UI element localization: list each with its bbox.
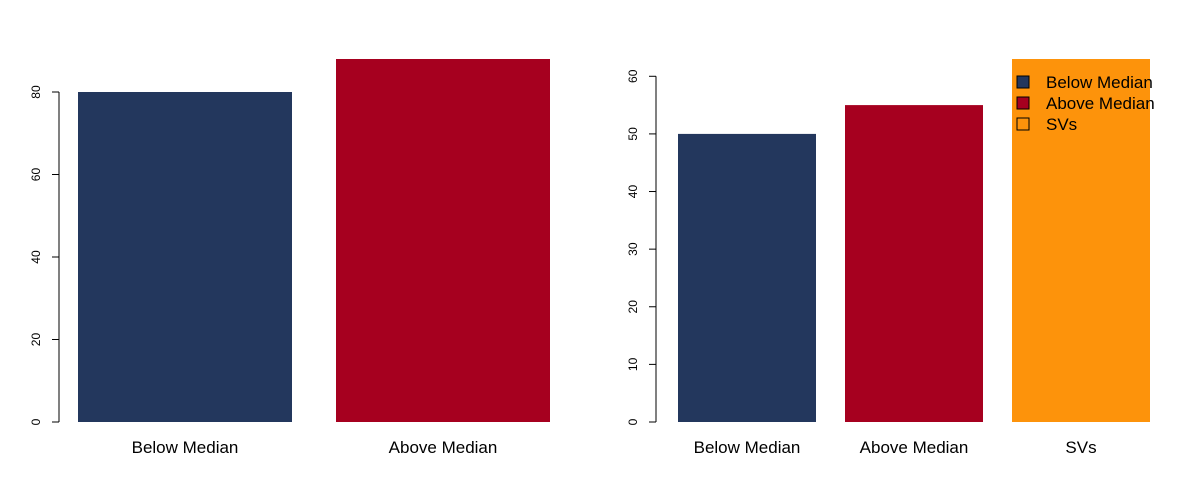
y-tick-label: 60 [626, 69, 640, 83]
y-tick-label: 40 [626, 185, 640, 199]
category-label: Above Median [389, 438, 498, 457]
y-tick-label: 20 [626, 300, 640, 314]
legend-label: SVs [1046, 115, 1077, 134]
legend-label: Above Median [1046, 94, 1155, 113]
bar-below-median [78, 92, 292, 422]
legend-label: Below Median [1046, 73, 1153, 92]
category-label: Below Median [694, 438, 801, 457]
y-tick-label: 80 [29, 85, 43, 99]
y-tick-label: 60 [29, 168, 43, 182]
y-tick-label: 30 [626, 242, 640, 256]
category-label: Below Median [132, 438, 239, 457]
category-label: Above Median [860, 438, 969, 457]
legend-swatch [1016, 96, 1030, 110]
bar-svs [1012, 59, 1150, 422]
bar-above-median [845, 105, 983, 422]
legend-swatch [1016, 117, 1030, 131]
y-tick-label: 50 [626, 127, 640, 141]
y-tick-label: 0 [29, 418, 43, 425]
y-tick-label: 10 [626, 357, 640, 371]
y-tick-label: 0 [626, 418, 640, 425]
right-bar-chart: Below Median Above Median SVs 0 10 20 30 40 50 60… [626, 59, 1155, 457]
category-label: SVs [1065, 438, 1096, 457]
bar-below-median [678, 133, 816, 422]
legend-swatch [1016, 75, 1030, 89]
bar-above-median [336, 59, 550, 422]
left-bar-chart: Below Median Above Median 0 20 40 60 80 [29, 59, 550, 457]
y-tick-label: 20 [29, 333, 43, 347]
legend: Below Median Above Median SVs [1016, 73, 1155, 134]
y-tick-label: 40 [29, 250, 43, 264]
